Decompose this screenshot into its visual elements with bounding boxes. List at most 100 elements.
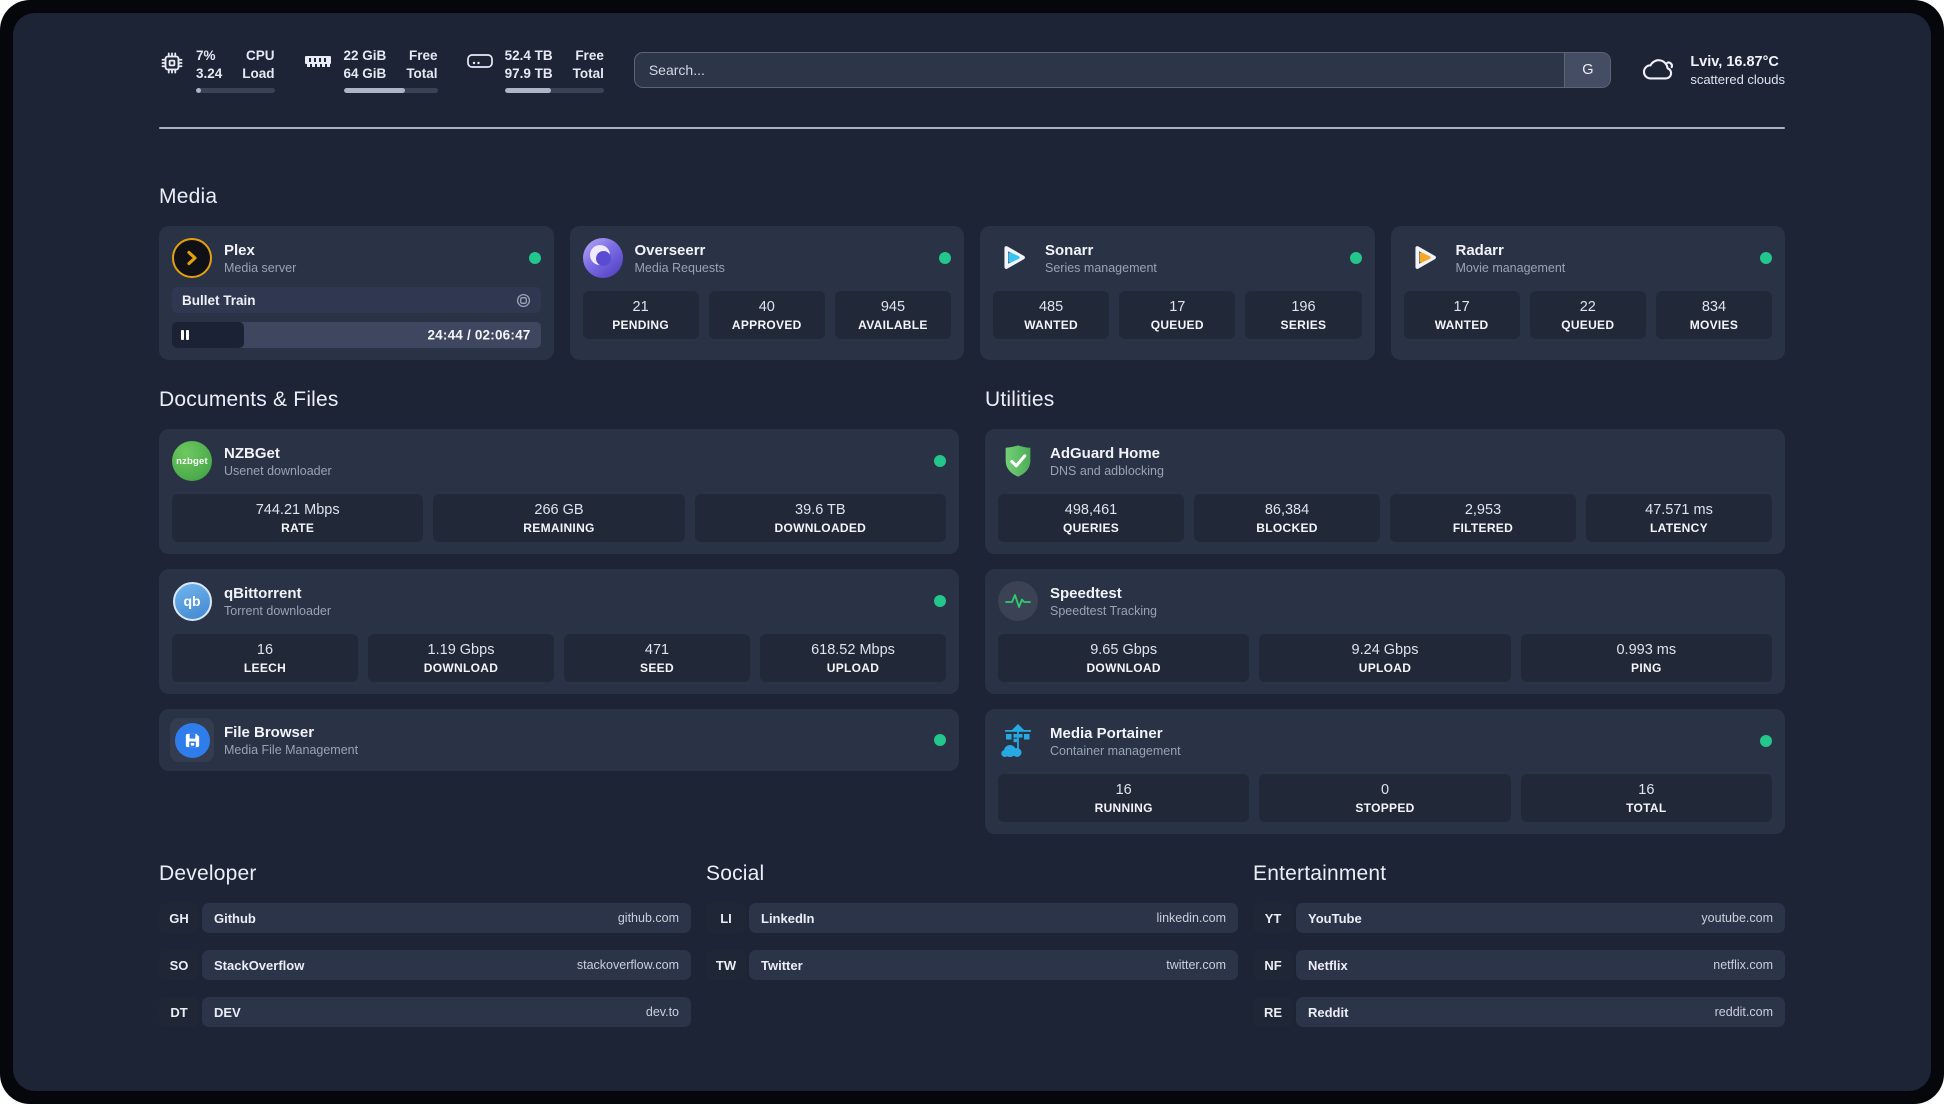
sonarr-icon (993, 238, 1033, 278)
stat-box-pending: 21 PENDING (582, 291, 699, 340)
cpu-usage-value: 7% (196, 48, 216, 63)
link-row-github: GH Github github.com (159, 903, 691, 934)
section-social: Social LI LinkedIn linkedin.com TW Twitt… (706, 862, 1238, 1044)
ram-icon (304, 56, 331, 67)
stat-box-running: 16 RUNNING (998, 774, 1250, 823)
app-description: Movie management (1455, 260, 1566, 275)
app-description: Container management (1050, 743, 1181, 758)
section-title-media: Media (159, 185, 218, 209)
cpu-progress-bar (196, 88, 275, 94)
link-github[interactable]: Github github.com (202, 903, 691, 934)
app-description: Speedtest Tracking (1050, 603, 1158, 618)
section-documents: Documents & Files nzbget NZBGet Usenet d… (159, 388, 959, 834)
section-title-documents: Documents & Files (159, 388, 339, 412)
plex-icon (172, 238, 212, 279)
weather-widget: Lviv, 16.87°C scattered clouds (1641, 54, 1785, 87)
app-card-plex[interactable]: Plex Media server Bullet Train 24:44 / 0… (159, 226, 554, 361)
link-abbr: TW (706, 950, 746, 981)
stat-box-upload: 618.52 Mbps UPLOAD (760, 634, 946, 683)
section-title-social: Social (706, 862, 765, 886)
app-description: Series management (1045, 260, 1157, 275)
app-card-radarr[interactable]: Radarr Movie management 17 WANTED 22 QUE… (1390, 226, 1785, 361)
search-engine-button[interactable]: G (1564, 53, 1611, 88)
ram-progress-bar (343, 88, 438, 94)
app-name: NZBGet (224, 444, 280, 462)
link-stackoverflow[interactable]: StackOverflow stackoverflow.com (202, 950, 691, 981)
ram-total-value: 64 GiB (343, 66, 387, 82)
stat-box-total: 16 TOTAL (1520, 774, 1772, 823)
app-name: Overseerr (634, 241, 706, 259)
portainer-icon (998, 721, 1038, 761)
plex-chevron-icon (187, 251, 197, 266)
app-description: Media Requests (634, 260, 725, 275)
stat-box-downloaded: 39.6 TB DOWNLOADED (694, 494, 946, 543)
ram-total-label: Total (406, 66, 438, 82)
app-name: qBittorrent (224, 584, 302, 602)
section-utilities: Utilities AdGuard Home (985, 388, 1785, 835)
stat-box-wanted: 485 WANTED (993, 291, 1110, 340)
stat-box-ping: 0.993 ms PING (1520, 634, 1772, 683)
cloud-icon (1643, 59, 1674, 80)
app-card-speedtest[interactable]: Speedtest Speedtest Tracking 9.65 Gbps D… (985, 569, 1785, 695)
stat-box-remaining: 266 GB REMAINING (433, 494, 685, 543)
link-abbr: DT (159, 997, 199, 1028)
search-bar: G (633, 52, 1612, 89)
disk-icon (466, 54, 493, 68)
link-netflix[interactable]: Netflix netflix.com (1296, 950, 1785, 981)
link-abbr: RE (1253, 997, 1293, 1028)
status-dot (934, 455, 946, 468)
link-linkedin[interactable]: LinkedIn linkedin.com (749, 903, 1238, 934)
app-description: Media File Management (224, 742, 359, 757)
app-name: Speedtest (1050, 584, 1122, 602)
link-row-youtube: YT YouTube youtube.com (1253, 903, 1785, 934)
status-dot (528, 252, 541, 265)
cpu-label: CPU (246, 48, 275, 63)
app-description: Torrent downloader (224, 603, 332, 618)
link-abbr: SO (159, 950, 199, 981)
ram-progress-fill (343, 88, 405, 94)
ram-stat: 22 GiB 64 GiB Free Total (303, 47, 438, 94)
app-card-portainer[interactable]: Media Portainer Container management 16 … (985, 709, 1785, 835)
adguard-icon (998, 441, 1038, 481)
pause-icon[interactable] (181, 330, 189, 341)
stat-box-rate: 744.21 Mbps RATE (172, 494, 424, 543)
radarr-icon (1404, 238, 1444, 278)
app-card-sonarr[interactable]: Sonarr Series management 485 WANTED 17 Q… (980, 226, 1375, 361)
qbittorrent-icon: qb (172, 581, 212, 621)
app-card-filebrowser[interactable]: File Browser Media File Management (159, 709, 959, 772)
stat-box-latency: 47.571 ms LATENCY (1586, 494, 1772, 543)
stat-box-filtered: 2,953 FILTERED (1390, 494, 1576, 543)
app-card-overseerr[interactable]: Overseerr Media Requests 21 PENDING 40 A… (569, 226, 964, 361)
overseerr-icon (582, 238, 623, 279)
stat-box-seed: 471 SEED (564, 634, 750, 683)
app-card-adguard[interactable]: AdGuard Home DNS and adblocking 498,461 … (985, 429, 1785, 555)
header-divider (159, 127, 1785, 130)
now-playing-row: Bullet Train (172, 287, 541, 314)
stat-box-download: 1.19 Gbps DOWNLOAD (368, 634, 554, 683)
app-card-qbittorrent[interactable]: qb qBittorrent Torrent downloader 16 LEE… (159, 569, 959, 695)
link-abbr: YT (1253, 903, 1293, 934)
app-name: Media Portainer (1050, 724, 1163, 742)
app-card-nzbget[interactable]: nzbget NZBGet Usenet downloader 744.21 M… (159, 429, 959, 555)
disk-free-label: Free (575, 48, 604, 63)
app-name: AdGuard Home (1050, 444, 1161, 462)
stat-box-queued: 17 QUEUED (1119, 291, 1236, 340)
link-youtube[interactable]: YouTube youtube.com (1296, 903, 1785, 934)
link-dev[interactable]: DEV dev.to (202, 997, 691, 1028)
playback-elapsed (172, 322, 244, 349)
link-row-linkedin: LI LinkedIn linkedin.com (706, 903, 1238, 934)
system-stats: 7% 3.24 CPU Load (159, 47, 604, 94)
status-dot (934, 595, 946, 608)
status-dot (1760, 252, 1772, 265)
link-twitter[interactable]: Twitter twitter.com (749, 950, 1238, 981)
ram-free-label: Free (409, 48, 438, 63)
playback-time: 24:44 / 02:06:47 (427, 327, 531, 343)
playback-progress-bar[interactable]: 24:44 / 02:06:47 (172, 322, 541, 349)
section-entertainment: Entertainment YT YouTube youtube.com NF … (1253, 862, 1785, 1044)
search-input[interactable] (634, 53, 1565, 88)
now-playing-title: Bullet Train (182, 292, 256, 308)
link-row-stackoverflow: SO StackOverflow stackoverflow.com (159, 950, 691, 981)
stat-box-download: 9.65 Gbps DOWNLOAD (998, 634, 1250, 683)
video-icon (516, 293, 530, 308)
link-reddit[interactable]: Reddit reddit.com (1296, 997, 1785, 1028)
